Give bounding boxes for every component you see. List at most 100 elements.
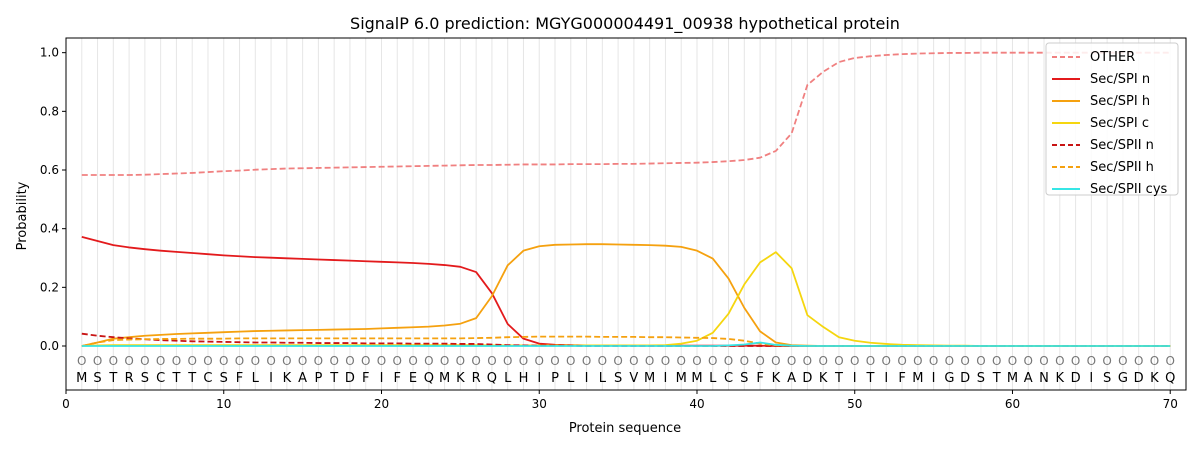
region-label: O — [471, 354, 480, 368]
sequence-letter: H — [519, 371, 529, 386]
chart-title: SignalP 6.0 prediction: MGYG000004491_00… — [350, 14, 900, 34]
region-label: O — [1102, 354, 1111, 368]
sequence-letter: K — [772, 371, 781, 386]
region-label: O — [1134, 354, 1143, 368]
series-line — [81, 243, 1171, 347]
region-label: O — [629, 354, 638, 368]
sequence-letter: S — [93, 371, 101, 386]
region-label: O — [755, 354, 764, 368]
sequence-letter: L — [504, 371, 512, 386]
region-label: O — [266, 354, 275, 368]
region-label: O — [724, 354, 733, 368]
sequence-letter: K — [1056, 371, 1065, 386]
sequence-letter: A — [298, 371, 307, 386]
sequence-letter: D — [345, 371, 355, 386]
region-label: O — [645, 354, 654, 368]
legend-label: Sec/SPII n — [1090, 138, 1154, 153]
region-label: O — [771, 354, 780, 368]
region-label: O — [945, 354, 954, 368]
region-label: O — [535, 354, 544, 368]
sequence-letter: I — [1089, 371, 1093, 386]
region-label: O — [172, 354, 181, 368]
sequence-letter: T — [187, 371, 196, 386]
region-label: O — [960, 354, 969, 368]
sequence-letter: Q — [1165, 371, 1175, 386]
y-tick-label: 0.2 — [40, 280, 59, 294]
region-label: O — [456, 354, 465, 368]
region-label: O — [913, 354, 922, 368]
sequence-letter: I — [585, 371, 589, 386]
region-label: O — [503, 354, 512, 368]
region-label: O — [882, 354, 891, 368]
sequence-letter: M — [439, 371, 450, 386]
sequence-letter: I — [380, 371, 384, 386]
region-label: O — [676, 354, 685, 368]
sequence-letter: M — [691, 371, 702, 386]
sequence-letter: M — [76, 371, 87, 386]
plot-frame — [65, 37, 1187, 391]
y-tick-label: 0.4 — [40, 222, 59, 236]
x-axis-label: Protein sequence — [569, 421, 681, 436]
region-label: O — [976, 354, 985, 368]
ticks: 0 10 20 30 40 50 60 70 0.0 0.2 0.4 0.6 0.8 1.0 — [40, 46, 1178, 411]
sequence-letter: I — [269, 371, 273, 386]
sequence-letter: I — [537, 371, 541, 386]
region-label: O — [692, 354, 701, 368]
region-label: O — [1165, 354, 1174, 368]
region-label: O — [787, 354, 796, 368]
sequence-letter: S — [1103, 371, 1111, 386]
region-label: O — [235, 354, 244, 368]
sequence-letter: F — [898, 371, 905, 386]
sequence-letter: S — [977, 371, 985, 386]
sequence-letter: K — [1150, 371, 1159, 386]
sequence-letter: L — [567, 371, 575, 386]
sequence-letter: S — [740, 371, 748, 386]
sequence-letter: R — [472, 371, 481, 386]
sequence-letter: A — [787, 371, 796, 386]
sequence-letter: K — [819, 371, 828, 386]
series-line — [81, 332, 1171, 347]
y-axis-label: Probability — [15, 181, 30, 250]
region-label: O — [361, 354, 370, 368]
region-label: O — [661, 354, 670, 368]
sequence-letter: F — [756, 371, 763, 386]
sequence-letter: Q — [424, 371, 434, 386]
region-label: O — [550, 354, 559, 368]
x-tick-label: 70 — [1163, 397, 1178, 411]
region-label: O — [282, 354, 291, 368]
sequence-letter: C — [156, 371, 165, 386]
sequence-letter: I — [853, 371, 857, 386]
x-tick-label: 60 — [1005, 397, 1020, 411]
legend-label: Sec/SPI h — [1090, 94, 1150, 109]
region-label: O — [1039, 354, 1048, 368]
sequence-letter: C — [203, 371, 212, 386]
legend-label: Sec/SPI n — [1090, 72, 1150, 87]
sequence-letter: T — [171, 371, 180, 386]
region-label: O — [582, 354, 591, 368]
region-label: O — [897, 354, 906, 368]
region-label: O — [850, 354, 859, 368]
region-label: O — [77, 354, 86, 368]
legend-label: Sec/SPII h — [1090, 160, 1154, 175]
x-tick-label: 0 — [62, 397, 70, 411]
y-tick-label: 0.0 — [40, 339, 59, 353]
sequence-letter: M — [676, 371, 687, 386]
sequence-letter: F — [394, 371, 401, 386]
region-label: O — [187, 354, 196, 368]
region-label: O — [1087, 354, 1096, 368]
region-label: O — [613, 354, 622, 368]
region-label: O — [1118, 354, 1127, 368]
region-label: O — [377, 354, 386, 368]
sequence-letter: S — [220, 371, 228, 386]
sequence-letter: A — [1024, 371, 1033, 386]
sequence-letter: S — [141, 371, 149, 386]
sequence-letter: I — [932, 371, 936, 386]
y-tick-label: 1.0 — [40, 46, 59, 60]
legend-box — [1045, 42, 1179, 196]
region-label: O — [803, 354, 812, 368]
sequence-letter: R — [125, 371, 134, 386]
region-label: O — [109, 354, 118, 368]
sequence-letter: L — [709, 371, 717, 386]
region-label: O — [519, 354, 528, 368]
